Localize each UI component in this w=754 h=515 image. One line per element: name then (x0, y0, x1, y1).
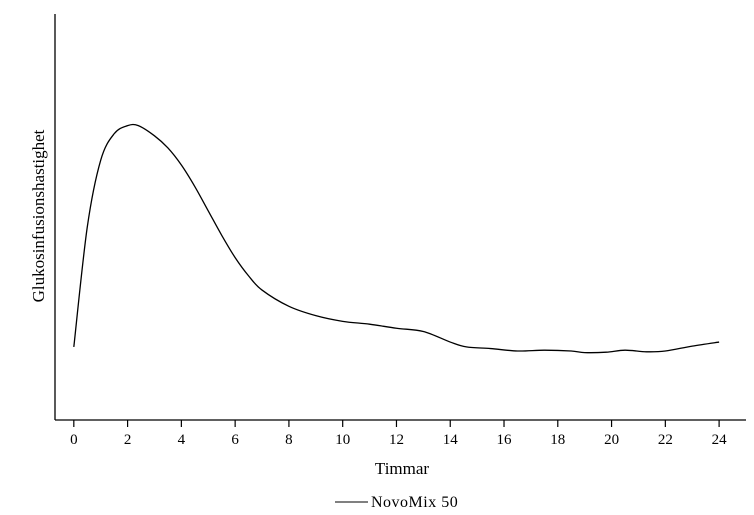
x-tick-label: 4 (178, 432, 186, 448)
x-tick-label: 20 (604, 432, 619, 448)
x-tick-label: 2 (124, 432, 132, 448)
x-tick-label: 18 (550, 432, 565, 448)
x-tick-label: 24 (712, 432, 728, 448)
legend: NovoMix 50 (335, 494, 458, 511)
x-tick-label: 14 (443, 432, 459, 448)
x-tick-label: 10 (335, 432, 350, 448)
x-axis-title: Timmar (375, 459, 430, 478)
x-tick-group: 0 2 4 6 8 10 12 14 16 18 20 22 24 (70, 420, 727, 448)
x-tick-label: 22 (658, 432, 673, 448)
y-axis-title: Glukosinfusionshastighet (29, 129, 48, 302)
legend-label-novomix-50: NovoMix 50 (371, 494, 458, 511)
x-tick-label: 12 (389, 432, 404, 448)
x-tick-label: 16 (497, 432, 513, 448)
x-tick-label: 0 (70, 432, 78, 448)
x-tick-label: 8 (285, 432, 293, 448)
x-tick-label: 6 (231, 432, 239, 448)
series-line-novomix-50 (73, 123, 720, 354)
plot-area: 0 2 4 6 8 10 12 14 16 18 20 22 24 (54, 14, 746, 448)
